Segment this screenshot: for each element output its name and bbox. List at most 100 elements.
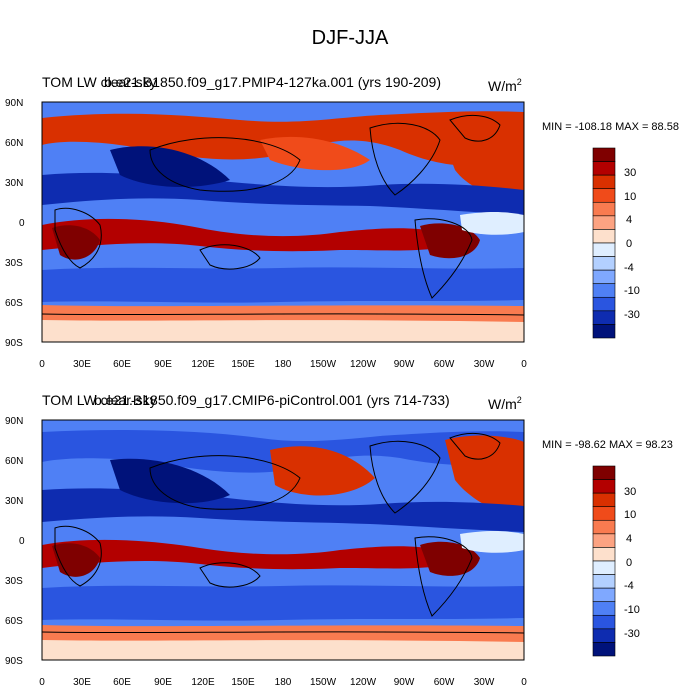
lon-label: 60E	[113, 359, 131, 370]
units-label: W/m2	[488, 77, 522, 94]
colorbar-tick-label: 10	[624, 191, 636, 203]
min-max-label: MIN = -98.62 MAX = 98.23	[542, 439, 673, 451]
lat-label: 30S	[5, 258, 23, 269]
lon-label: 30W	[474, 359, 495, 370]
map-panel-bottom: TOM LW clear-sky b.e21.B1850.f09_g17.CMI…	[5, 392, 673, 688]
colorbar-swatch	[592, 574, 616, 589]
colorbar-swatch	[592, 269, 616, 285]
min-max-label: MIN = -108.18 MAX = 88.58	[542, 121, 679, 133]
panel-case-title: b.e21.B1850.f09_g17.CMIP6-piControl.001 …	[94, 392, 450, 408]
lon-label: 60W	[434, 677, 455, 688]
lon-label: 180	[275, 677, 292, 688]
lat-label: 30S	[5, 576, 23, 587]
colorbar-tick-label: 10	[624, 509, 636, 521]
lat-label: 60S	[5, 298, 23, 309]
lat-label: 90N	[5, 416, 23, 427]
colorbar	[592, 147, 616, 339]
lat-label: 0	[19, 218, 25, 229]
colorbar-swatch	[592, 533, 616, 548]
lon-label: 120W	[350, 359, 377, 370]
colorbar-swatch	[592, 587, 616, 603]
lon-label: 150E	[231, 677, 255, 688]
colorbar-swatch	[592, 174, 616, 190]
colorbar-swatch	[592, 296, 616, 312]
colorbar-tick-labels: 30 10 4 0 -4 -10 -30	[624, 167, 640, 321]
colorbar-swatch	[592, 215, 616, 230]
colorbar-tick-label: -10	[624, 285, 640, 297]
colorbar	[592, 465, 616, 657]
lon-label: 60E	[113, 677, 131, 688]
longitude-axis: 0 30E 60E 90E 120E 150E 180 150W 120W 90…	[39, 359, 527, 370]
lon-label: 150E	[231, 359, 255, 370]
lon-label: 30W	[474, 677, 495, 688]
colorbar-swatch	[592, 324, 616, 339]
colorbar-swatch	[592, 479, 616, 494]
map-field	[41, 420, 525, 660]
lon-label: 120W	[350, 677, 377, 688]
colorbar-tick-label: -30	[624, 628, 640, 640]
colorbar-tick-label: 30	[624, 167, 636, 179]
panel-variable-title: TOM LW clear-sky	[42, 74, 157, 90]
colorbar-swatch	[592, 506, 616, 521]
lon-label: 0	[39, 677, 45, 688]
coastlines	[41, 432, 525, 634]
colorbar-tick-label: 4	[626, 533, 632, 545]
lat-label: 60S	[5, 616, 23, 627]
colorbar-tick-label: -4	[624, 580, 634, 592]
lat-label: 60N	[5, 138, 23, 149]
lon-label: 180	[275, 359, 292, 370]
cold-band-south	[42, 585, 524, 621]
lon-label: 90E	[154, 677, 172, 688]
colorbar-swatch	[592, 201, 616, 217]
colorbar-swatch	[592, 283, 616, 298]
lon-label: 90W	[394, 359, 415, 370]
lon-label: 30E	[73, 359, 91, 370]
warm-band-tropics	[42, 218, 440, 252]
lon-label: 90E	[154, 359, 172, 370]
colorbar-swatch	[592, 229, 616, 244]
colorbar-tick-label: -4	[624, 262, 634, 274]
lat-label: 30N	[5, 178, 23, 189]
colorbar-swatch	[592, 628, 616, 643]
colorbar-swatch	[592, 256, 616, 271]
colorbar-swatch	[592, 519, 616, 535]
colorbar-swatch	[592, 547, 616, 562]
lon-label: 0	[39, 359, 45, 370]
map-frame	[41, 101, 525, 343]
map-frame	[41, 419, 525, 661]
colorbar-swatch	[592, 614, 616, 630]
lat-label: 0	[19, 536, 25, 547]
units-label: W/m2	[488, 395, 522, 412]
colorbar-swatch	[592, 465, 616, 480]
colorbar-tick-label: -30	[624, 309, 640, 321]
coastlines	[41, 114, 525, 316]
colorbar-swatch	[592, 601, 616, 616]
lon-label: 120E	[191, 677, 215, 688]
lat-label: 90N	[5, 98, 23, 109]
cold-band-south	[42, 267, 524, 303]
lon-label: 150W	[310, 359, 337, 370]
lon-label: 0	[521, 359, 527, 370]
colorbar-tick-label: 0	[626, 557, 632, 569]
latitude-axis: 90N 60N 30N 0 30S 60S 90S	[5, 98, 25, 349]
colorbar-swatch	[592, 642, 616, 657]
longitude-axis: 0 30E 60E 90E 120E 150E 180 150W 120W 90…	[39, 677, 527, 688]
lon-label: 90W	[394, 677, 415, 688]
lat-label: 60N	[5, 456, 23, 467]
colorbar-tick-label: 4	[626, 214, 632, 226]
lat-label: 30N	[5, 496, 23, 507]
lon-label: 30E	[73, 677, 91, 688]
colorbar-tick-labels: 30 10 4 0 -4 -10 -30	[624, 486, 640, 640]
colorbar-swatch	[592, 560, 616, 575]
lat-label: 90S	[5, 338, 23, 349]
lon-label: 150W	[310, 677, 337, 688]
latitude-axis: 90N 60N 30N 0 30S 60S 90S	[5, 416, 25, 667]
panel-variable-title: TOM LW clear-sky	[42, 392, 157, 408]
lat-label: 90S	[5, 656, 23, 667]
lon-label: 120E	[191, 359, 215, 370]
colorbar-tick-label: 30	[624, 486, 636, 498]
page-title: DJF-JJA	[312, 27, 389, 49]
colorbar-swatch	[592, 310, 616, 325]
colorbar-swatch	[592, 492, 616, 508]
map-field	[41, 102, 525, 342]
